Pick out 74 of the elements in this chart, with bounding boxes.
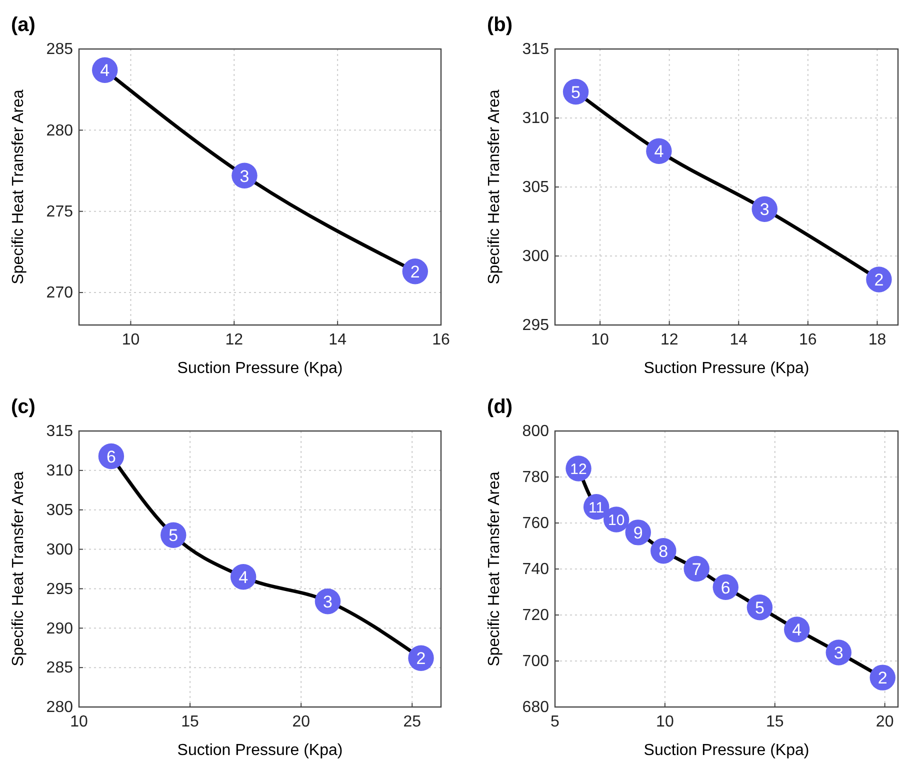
- x-tick-label: 18: [868, 331, 886, 348]
- chart-title: (c): [11, 396, 36, 418]
- annotation: 3: [760, 200, 770, 220]
- chart-title: (b): [487, 14, 513, 36]
- y-tick-label: 300: [46, 541, 74, 558]
- annotation: 2: [878, 668, 888, 688]
- annotation: 4: [100, 61, 110, 80]
- y-tick-label: 315: [522, 41, 550, 58]
- x-tick-label: 12: [225, 331, 244, 348]
- annotation: 2: [874, 270, 884, 290]
- x-tick-label: 10: [656, 713, 674, 730]
- y-tick-label: 800: [522, 423, 550, 440]
- y-tick-label: 295: [46, 580, 74, 598]
- annotation: 4: [654, 142, 664, 162]
- annotation: 5: [168, 526, 178, 546]
- annotation: 3: [240, 166, 250, 186]
- y-axis-title: Specific Heat Transfer Area: [486, 472, 503, 666]
- x-tick-label: 15: [766, 713, 784, 730]
- x-tick-label: 5: [550, 713, 560, 730]
- annotation: 6: [720, 578, 730, 598]
- x-tick-label: 25: [403, 713, 422, 730]
- y-tick-label: 285: [46, 660, 74, 677]
- annotation: 3: [834, 644, 844, 663]
- x-axis-title: Suction Pressure (Kpa): [177, 742, 343, 759]
- x-tick-label: 20: [876, 713, 894, 730]
- x-tick-label: 16: [799, 331, 817, 348]
- annotation: 12: [570, 460, 587, 478]
- y-tick-label: 270: [46, 284, 74, 302]
- x-tick-label: 14: [328, 331, 347, 348]
- y-tick-label: 295: [522, 317, 550, 334]
- chart-title: (d): [487, 396, 513, 418]
- annotation: 8: [658, 542, 668, 561]
- chart-title: (a): [11, 14, 36, 36]
- x-tick-label: 10: [122, 331, 140, 348]
- x-tick-label: 10: [591, 331, 610, 348]
- x-axis-title: Suction Pressure (Kpa): [177, 360, 343, 377]
- x-tick-label: 15: [181, 713, 200, 730]
- y-tick-label: 310: [46, 462, 74, 480]
- annotation: 5: [571, 82, 581, 102]
- y-tick-label: 280: [46, 122, 74, 140]
- y-tick-label: 740: [522, 561, 550, 578]
- annotation: 2: [410, 262, 420, 282]
- annotation: 7: [692, 560, 702, 579]
- y-tick-label: 760: [522, 515, 550, 532]
- annotation: 4: [238, 568, 248, 588]
- y-axis-title: Specific Heat Transfer Area: [486, 90, 503, 284]
- y-tick-label: 720: [522, 607, 550, 624]
- annotation: 11: [588, 499, 604, 516]
- y-tick-label: 305: [522, 179, 550, 196]
- annotation: 5: [754, 598, 764, 618]
- y-tick-label: 305: [46, 502, 74, 519]
- y-axis-title: Specific Heat Transfer Area: [10, 90, 27, 284]
- y-tick-label: 285: [46, 41, 74, 58]
- y-tick-label: 315: [46, 423, 74, 440]
- y-tick-label: 290: [46, 620, 74, 638]
- annotation: 6: [106, 447, 116, 466]
- y-tick-label: 780: [522, 469, 550, 486]
- x-axis-title: Suction Pressure (Kpa): [644, 742, 810, 759]
- annotation: 9: [633, 524, 643, 543]
- y-tick-label: 300: [522, 248, 550, 266]
- y-tick-label: 275: [46, 203, 74, 220]
- y-tick-label: 680: [522, 699, 550, 716]
- annotation: 10: [608, 512, 625, 529]
- x-tick-label: 16: [432, 331, 450, 348]
- annotation: 4: [792, 620, 802, 640]
- annotation: 3: [323, 592, 332, 612]
- x-tick-label: 14: [730, 331, 748, 348]
- y-axis-title: Specific Heat Transfer Area: [10, 472, 27, 666]
- x-axis-title: Suction Pressure (Kpa): [644, 360, 810, 377]
- annotation: 2: [416, 649, 426, 668]
- x-tick-label: 20: [292, 713, 310, 730]
- x-tick-label: 12: [660, 331, 678, 348]
- y-tick-label: 700: [522, 653, 550, 670]
- y-tick-label: 310: [522, 110, 550, 128]
